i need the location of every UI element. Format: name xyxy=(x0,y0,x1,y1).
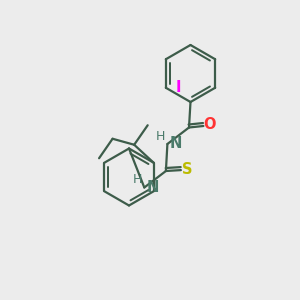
Text: H: H xyxy=(156,130,165,143)
Text: O: O xyxy=(204,117,216,132)
Text: N: N xyxy=(170,136,182,152)
Text: H: H xyxy=(133,173,142,186)
Text: I: I xyxy=(176,80,181,95)
Text: N: N xyxy=(147,180,159,195)
Text: S: S xyxy=(182,162,193,177)
